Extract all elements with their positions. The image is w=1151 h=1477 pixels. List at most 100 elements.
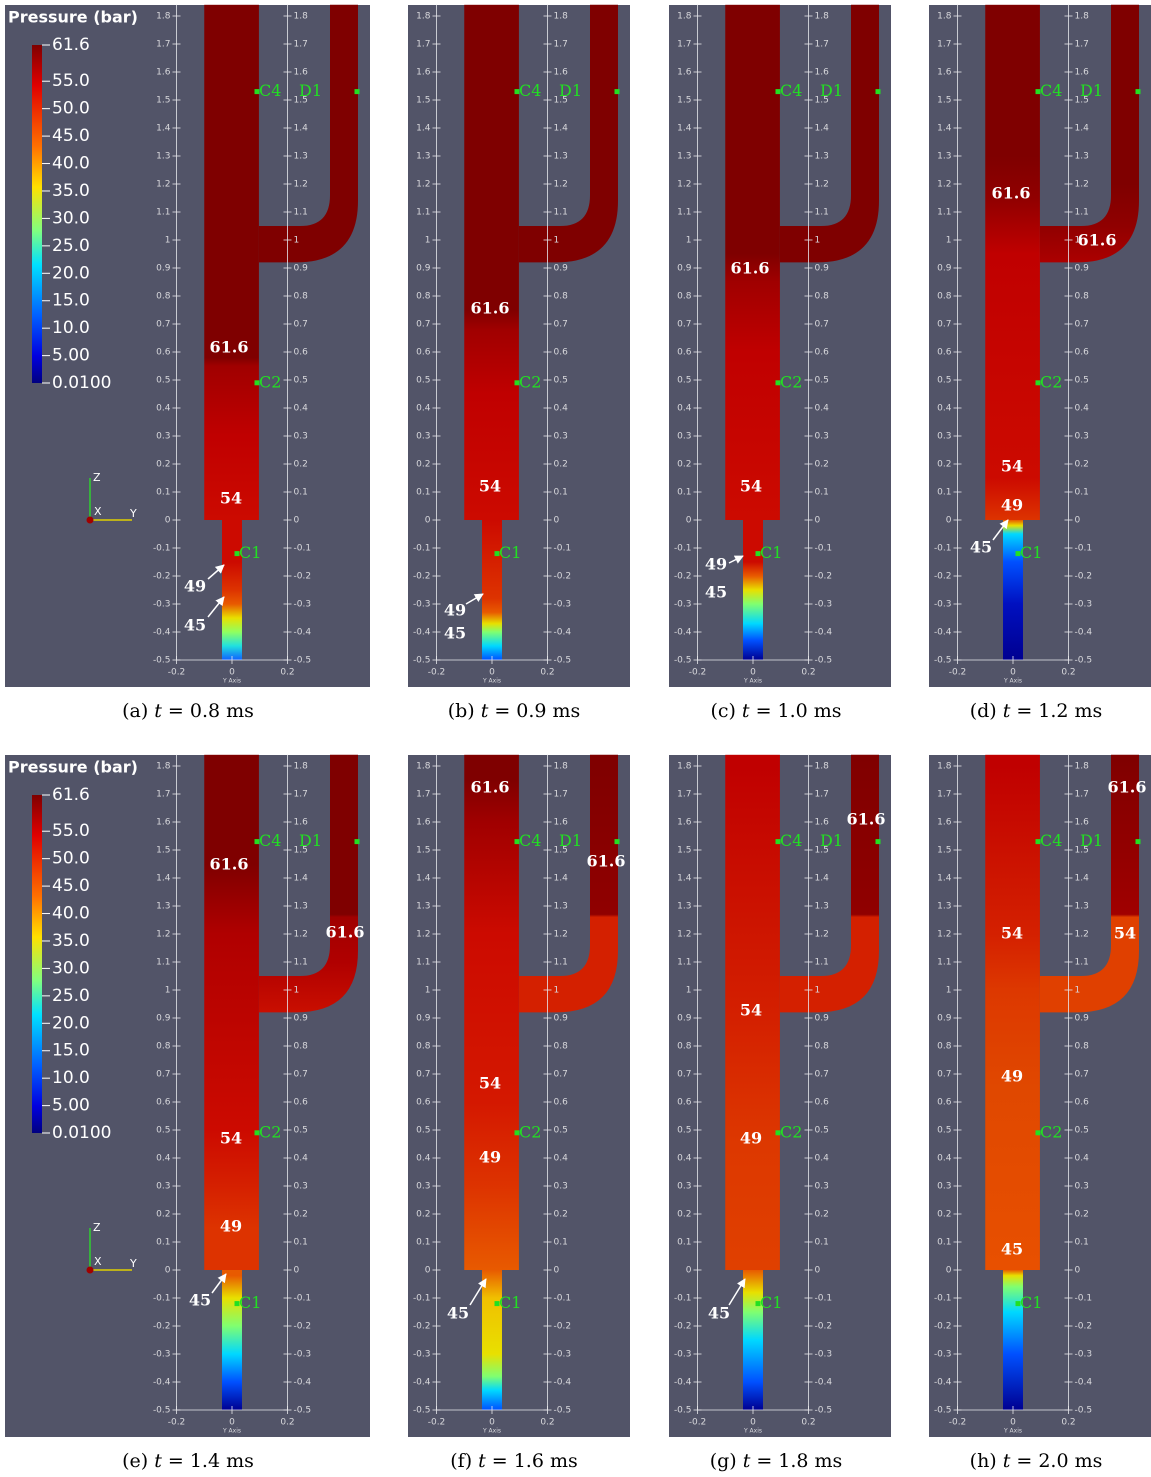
z-tick-label: 1.8 (677, 12, 692, 22)
z-tick-label: 0.8 (156, 1042, 171, 1052)
z-tick-label: 1.6 (937, 818, 952, 828)
colorbar-label: 20.0 (52, 263, 90, 283)
z-tick-label: 1.1 (416, 208, 430, 218)
probe-label: C4 (519, 831, 541, 850)
probe-label: D1 (820, 81, 843, 100)
probe-label: C2 (519, 372, 541, 391)
z-tick-label: 1.3 (294, 902, 308, 912)
triad-label: Z (93, 1221, 101, 1234)
z-tick-label: 0.4 (294, 1154, 309, 1164)
contour-label: 54 (740, 477, 762, 496)
branch (779, 4, 879, 263)
z-tick-label: 0.5 (677, 376, 691, 386)
z-tick-label: 0.5 (1075, 376, 1089, 386)
contour-label: 49 (705, 555, 727, 574)
probe-marker (1135, 89, 1141, 95)
z-tick-label: 0.1 (937, 1238, 951, 1248)
z-tick-label: -0.1 (934, 1294, 952, 1304)
z-tick-label: 1.8 (677, 762, 692, 772)
z-tick-label: 0.6 (937, 348, 952, 358)
z-tick-label: -0.4 (413, 628, 431, 638)
probe-label: C2 (259, 1122, 281, 1141)
contour-label: 49 (444, 601, 466, 620)
contour-label: 45 (184, 616, 206, 635)
contour-label: 61.6 (587, 852, 626, 871)
z-tick-label: -0.4 (934, 1378, 952, 1388)
z-tick-label: 1 (425, 986, 431, 996)
z-tick-label: 1.2 (294, 930, 308, 940)
z-tick-label: 0.7 (554, 1070, 568, 1080)
z-tick-label: 0.3 (677, 1182, 691, 1192)
z-tick-label: 1.5 (554, 846, 568, 856)
z-tick-label: 0.2 (1075, 460, 1089, 470)
z-tick-label: 0.7 (294, 320, 308, 330)
z-tick-label: -0.5 (1075, 1406, 1093, 1416)
branch (258, 754, 358, 1013)
z-tick-label: 0.7 (416, 320, 430, 330)
caption: (e) t = 1.4 ms (122, 1450, 254, 1472)
z-tick-label: 0.5 (677, 1126, 691, 1136)
probe-marker (494, 1301, 500, 1307)
probe-marker (254, 380, 260, 386)
chamber (204, 754, 259, 1270)
panel: 1.8 1.7 1.6 1.5 1.4 1.3 1.2 1.1 1 0.9 0.8 0.7 0.6 0.5… (669, 754, 891, 1472)
z-tick-label: 0.6 (554, 348, 569, 358)
probe-label: C1 (239, 543, 261, 562)
z-tick-label: 1.8 (294, 12, 309, 22)
z-tick-label: -0.3 (815, 1350, 833, 1360)
z-tick-label: 0.3 (156, 1182, 170, 1192)
contour-label: 45 (705, 583, 727, 602)
z-tick-label: 1.6 (815, 68, 830, 78)
colorbar-label: 25.0 (52, 236, 90, 256)
z-tick-label: 1 (294, 986, 300, 996)
y-tick-label: -0.2 (689, 1418, 707, 1428)
colorbar-label: 15.0 (52, 1041, 90, 1061)
z-tick-label: -0.1 (674, 544, 692, 554)
z-tick-label: -0.3 (1075, 1350, 1093, 1360)
colorbar-label: 50.0 (52, 99, 90, 119)
panel: 1.8 1.7 1.6 1.5 1.4 1.3 1.2 1.1 1 0.9 0.8 0.7 0.6 0.5… (408, 754, 630, 1472)
z-tick-label: 0.9 (416, 1014, 431, 1024)
z-tick-label: 1 (946, 236, 952, 246)
probe-marker (354, 839, 360, 845)
z-tick-label: 1.6 (1075, 818, 1090, 828)
z-tick-label: 0.7 (815, 320, 829, 330)
z-tick-label: 0.7 (156, 320, 170, 330)
z-tick-label: 0.1 (554, 1238, 568, 1248)
inlet (222, 1270, 242, 1410)
contour-label: 49 (1001, 1067, 1023, 1086)
y-tick-label: 0.2 (1061, 1418, 1075, 1428)
triad-label: X (94, 505, 102, 518)
z-tick-label: 0.4 (554, 404, 569, 414)
contour-label: 61.6 (1078, 231, 1117, 250)
z-tick-label: 0.2 (815, 1210, 829, 1220)
contour-label: 54 (220, 489, 242, 508)
z-tick-label: 0.9 (294, 1014, 309, 1024)
y-tick-label: 0 (489, 668, 495, 678)
triad-label: Y (129, 507, 137, 520)
inlet (222, 520, 242, 660)
probe-label: C4 (519, 81, 541, 100)
z-tick-label: 0.9 (156, 1014, 171, 1024)
z-tick-label: -0.5 (153, 656, 171, 666)
caption-tag: (b) (448, 700, 475, 722)
z-tick-label: 1.8 (937, 12, 952, 22)
z-tick-label: 1.3 (1075, 152, 1089, 162)
z-tick-label: 0.4 (937, 1154, 952, 1164)
probe-marker (775, 1130, 781, 1136)
contour-arrow (469, 1278, 487, 1306)
z-tick-label: 1.1 (294, 958, 308, 968)
contour-label: 61.6 (847, 810, 886, 829)
probe-label: C1 (499, 543, 521, 562)
z-tick-label: 0.9 (677, 264, 692, 274)
z-tick-label: 1.5 (677, 96, 691, 106)
y-axis-label: Y Axis (222, 678, 241, 685)
inlet (482, 1270, 502, 1410)
caption-tag: (d) (970, 700, 997, 722)
y-tick-label: 0 (750, 1418, 756, 1428)
y-tick-label: 0.2 (280, 1418, 294, 1428)
probe-label: D1 (299, 831, 322, 850)
probe-marker (234, 1301, 240, 1307)
probe-marker (1015, 551, 1021, 557)
probe-marker (775, 839, 781, 845)
